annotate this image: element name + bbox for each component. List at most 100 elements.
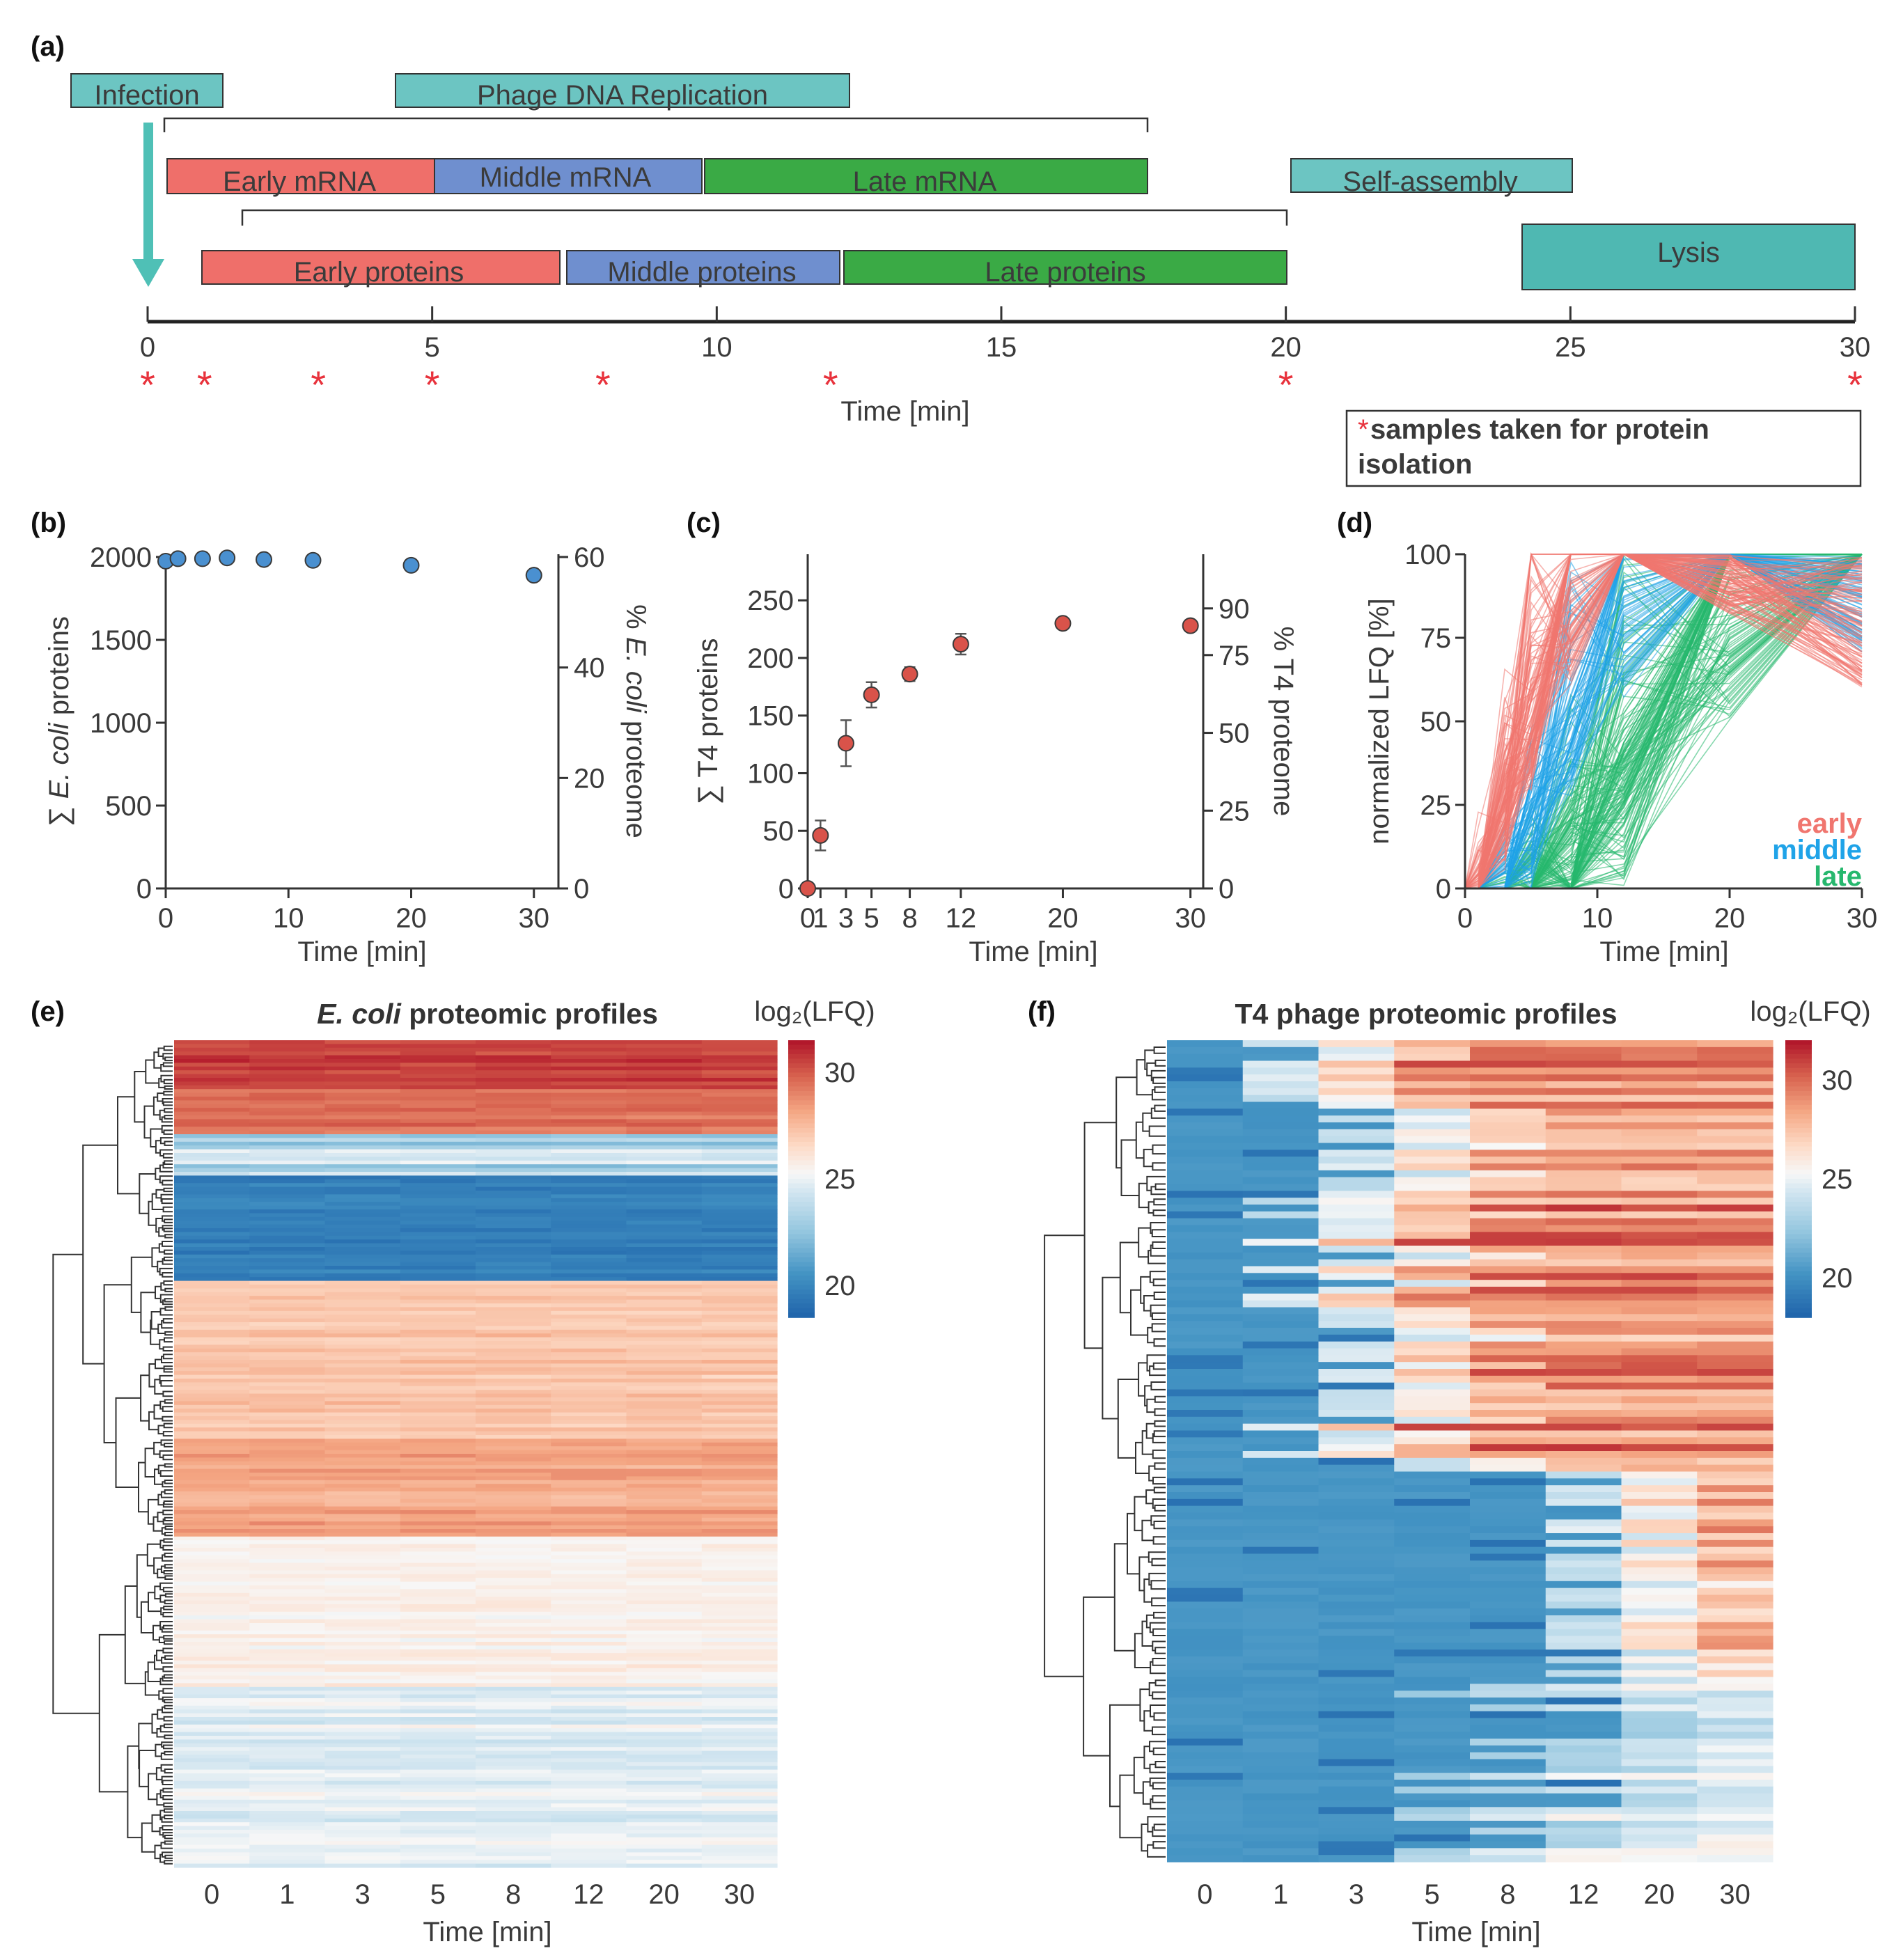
heatmap-cell xyxy=(1621,1416,1698,1425)
heatmap-cell xyxy=(701,1269,778,1274)
heatmap-cell xyxy=(1470,1800,1546,1808)
heatmap-cell xyxy=(1697,1780,1773,1787)
heatmap-cell xyxy=(476,1243,551,1248)
panel-e-colorbar-segment xyxy=(788,1063,815,1069)
heatmap-cell xyxy=(1242,1649,1319,1657)
heatmap-cell xyxy=(476,1333,551,1338)
panel-d-line-early xyxy=(1464,554,1863,889)
panel-f-xtick-label: 0 xyxy=(1197,1879,1212,1910)
heatmap-cell xyxy=(400,1495,476,1500)
panel-b-y2label-pre: % xyxy=(620,604,651,637)
heatmap-cell xyxy=(1242,1841,1319,1849)
heatmap-cell xyxy=(1621,1136,1698,1144)
panel-e-colorbar-segment xyxy=(788,1271,815,1277)
heatmap-cell xyxy=(174,1097,250,1101)
heatmap-cell xyxy=(249,1416,326,1420)
heatmap-cell xyxy=(249,1720,326,1725)
heatmap-cell xyxy=(701,1179,778,1184)
heatmap-cell xyxy=(476,1495,551,1500)
heatmap-cell xyxy=(476,1480,551,1484)
heatmap-cell xyxy=(324,1134,401,1138)
heatmap-cell xyxy=(324,1307,401,1312)
heatmap-cell xyxy=(1318,1060,1395,1068)
heatmap-cell xyxy=(701,1420,778,1425)
heatmap-cell xyxy=(174,1562,250,1567)
panel-f-xtick-label: 5 xyxy=(1425,1879,1440,1910)
panel-e-xtick-label: 5 xyxy=(430,1879,446,1910)
heatmap-cell xyxy=(1242,1259,1319,1267)
heatmap-cell xyxy=(626,1055,703,1060)
heatmap-cell xyxy=(1318,1143,1395,1150)
heatmap-cell xyxy=(1470,1807,1546,1814)
heatmap-cell xyxy=(1621,1314,1698,1322)
heatmap-cell xyxy=(1242,1115,1319,1123)
phase-lysis-bar xyxy=(1521,224,1856,290)
heatmap-cell xyxy=(400,1860,476,1865)
heatmap-cell xyxy=(1621,1539,1698,1548)
heatmap-cell xyxy=(1470,1437,1546,1445)
late-proteins-label: Late proteins xyxy=(985,257,1145,288)
heatmap-cell xyxy=(476,1803,551,1808)
heatmap-cell xyxy=(551,1698,627,1702)
heatmap-cell xyxy=(476,1269,551,1274)
panel-d-ytick-label: 25 xyxy=(1420,790,1452,821)
heatmap-cell xyxy=(400,1705,476,1710)
heatmap-cell xyxy=(174,1127,250,1131)
heatmap-cell xyxy=(324,1574,401,1578)
heatmap-cell xyxy=(1318,1348,1395,1356)
heatmap-cell xyxy=(1697,1444,1773,1452)
heatmap-cell xyxy=(1470,1848,1546,1856)
heatmap-cell xyxy=(551,1597,627,1601)
heatmap-cell xyxy=(174,1175,250,1180)
heatmap-cell xyxy=(1394,1663,1471,1671)
heatmap-cell xyxy=(400,1160,476,1165)
heatmap-cell xyxy=(174,1653,250,1658)
heatmap-cell xyxy=(249,1454,326,1458)
heatmap-cell xyxy=(626,1863,703,1868)
heatmap-cell xyxy=(174,1202,250,1207)
heatmap-cell xyxy=(476,1769,551,1774)
heatmap-cell xyxy=(626,1205,703,1210)
heatmap-cell xyxy=(174,1780,250,1785)
sample-asterisk: * xyxy=(1278,363,1294,407)
heatmap-cell xyxy=(1167,1040,1244,1048)
heatmap-cell xyxy=(1394,1266,1471,1273)
heatmap-cell xyxy=(1167,1519,1244,1527)
heatmap-cell xyxy=(1167,1471,1244,1479)
heatmap-cell xyxy=(1394,1766,1471,1773)
heatmap-cell xyxy=(701,1623,778,1627)
heatmap-cell xyxy=(1621,1150,1698,1157)
heatmap-cell xyxy=(1621,1403,1698,1411)
heatmap-cell xyxy=(476,1570,551,1575)
heatmap-cell xyxy=(626,1788,703,1793)
heatmap-cell xyxy=(1394,1752,1471,1760)
heatmap-cell xyxy=(249,1615,326,1620)
heatmap-cell xyxy=(551,1216,627,1221)
heatmap-cell xyxy=(701,1360,778,1364)
heatmap-cell xyxy=(701,1803,778,1808)
heatmap-cell xyxy=(1697,1478,1773,1486)
heatmap-cell xyxy=(174,1423,250,1428)
heatmap-cell xyxy=(1394,1485,1471,1493)
heatmap-cell xyxy=(400,1333,476,1338)
heatmap-cell xyxy=(249,1540,326,1545)
heatmap-cell xyxy=(400,1111,476,1116)
heatmap-cell xyxy=(324,1344,401,1349)
heatmap-cell xyxy=(1318,1403,1395,1411)
heatmap-cell xyxy=(249,1762,326,1766)
heatmap-cell xyxy=(174,1070,250,1075)
heatmap-cell xyxy=(324,1382,401,1387)
heatmap-cell xyxy=(701,1457,778,1462)
heatmap-cell xyxy=(174,1160,250,1165)
panel-c-point xyxy=(799,880,816,897)
heatmap-cell xyxy=(324,1698,401,1702)
heatmap-cell xyxy=(249,1728,326,1733)
heatmap-cell xyxy=(1242,1725,1319,1732)
heatmap-cell xyxy=(701,1634,778,1639)
heatmap-cell xyxy=(701,1427,778,1432)
heatmap-cell xyxy=(476,1702,551,1707)
heatmap-cell xyxy=(249,1736,326,1740)
heatmap-cell xyxy=(551,1517,627,1522)
heatmap-cell xyxy=(1697,1266,1773,1273)
